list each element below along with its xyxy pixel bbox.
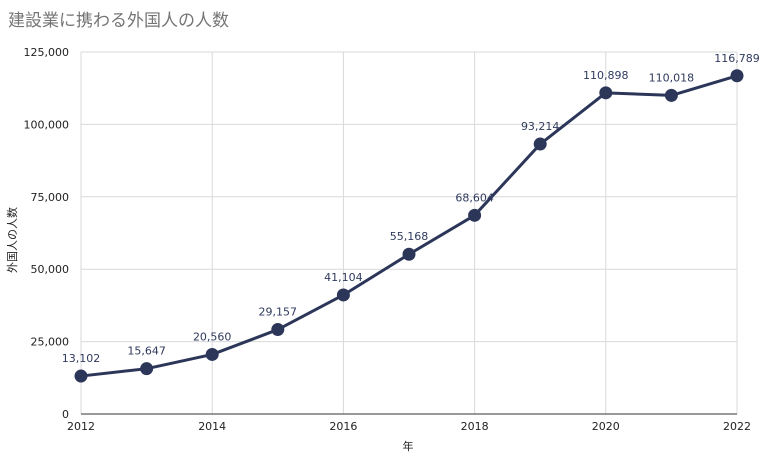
data-point: [140, 362, 154, 376]
data-label: 29,157: [259, 306, 298, 319]
data-label: 110,898: [583, 69, 629, 82]
axes: 0 25,000 50,000 75,000 100,000 125,000 2012 201…: [24, 46, 752, 433]
data-label: 20,560: [193, 330, 232, 343]
x-axis-label: 年: [403, 439, 414, 453]
data-point: [402, 247, 416, 261]
data-point: [468, 208, 482, 222]
chart-title: 建設業に携わる外国人の人数: [8, 11, 229, 31]
data-point: [664, 88, 678, 102]
x-tick-label: 2014: [198, 420, 226, 433]
x-tick-label: 2012: [67, 420, 95, 433]
y-tick-label: 75,000: [31, 191, 70, 204]
x-tick-label: 2020: [592, 420, 620, 433]
data-point: [533, 137, 547, 151]
y-tick-label: 50,000: [31, 263, 70, 276]
data-point: [336, 288, 350, 302]
data-label: 93,214: [521, 120, 560, 133]
data-label: 41,104: [324, 271, 363, 284]
data-point: [599, 86, 613, 100]
y-tick-label: 100,000: [24, 118, 70, 131]
data-label: 68,604: [455, 191, 494, 204]
data-label: 110,018: [649, 71, 695, 84]
x-tick-label: 2018: [461, 420, 489, 433]
data-point: [730, 69, 744, 83]
data-label: 13,102: [62, 352, 101, 365]
y-tick-label: 25,000: [31, 336, 70, 349]
y-tick-label: 0: [62, 408, 69, 421]
y-axis-label: 外国人の人数: [6, 207, 19, 273]
data-point: [271, 323, 285, 337]
data-point: [205, 347, 219, 361]
x-tick-label: 2022: [723, 420, 751, 433]
series-line: [79, 74, 739, 378]
data-label: 55,168: [390, 230, 429, 243]
gridlines: [80, 51, 738, 414]
x-tick-label: 2016: [329, 420, 357, 433]
data-labels: 13,102 15,647 20,560 29,157 41,104 55,168 68,6…: [62, 52, 760, 365]
y-tick-label: 125,000: [24, 46, 70, 59]
series-layer: [74, 69, 744, 383]
data-label: 15,647: [127, 345, 166, 358]
data-label: 116,789: [714, 52, 760, 65]
data-point: [74, 369, 88, 383]
